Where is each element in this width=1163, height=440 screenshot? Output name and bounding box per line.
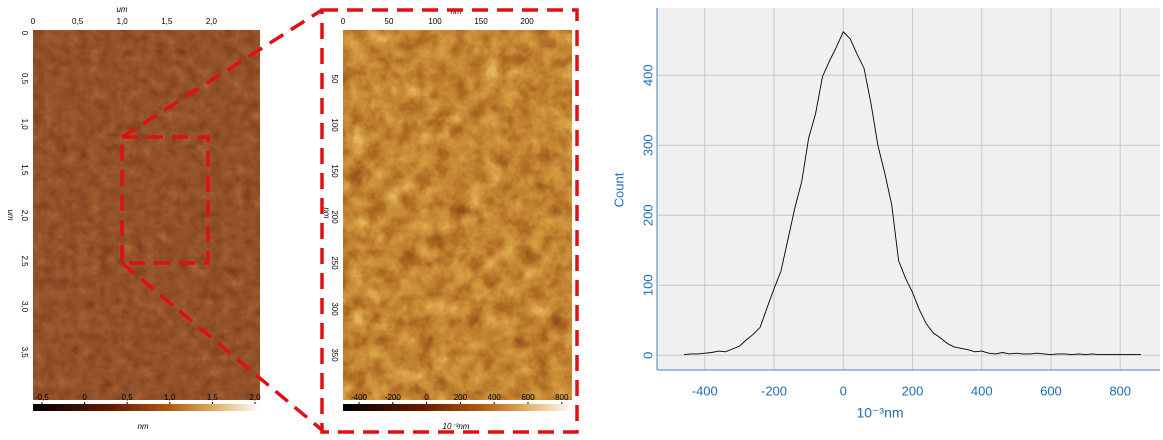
- x-tick-label: 0: [840, 383, 847, 398]
- y-tick-label: 2,5: [20, 255, 29, 267]
- y-axis-title: Count: [611, 172, 626, 207]
- x-tick-label: 1,0: [117, 17, 129, 26]
- colorbar-tick-label: -0,5: [35, 393, 49, 402]
- colorbar-tick-label: 400: [488, 393, 502, 402]
- histogram-line: [683, 31, 1141, 356]
- x-unit: um: [116, 5, 127, 14]
- colorbar-tick-label: 2,0: [249, 393, 261, 402]
- y-tick-label: 100: [640, 274, 655, 296]
- y-tick-label: 3,5: [20, 347, 29, 359]
- y-tick-label: 150: [330, 164, 339, 178]
- y-tick-label: 200: [330, 210, 339, 224]
- x-tick-label: 200: [902, 383, 924, 398]
- colorbar-tick-label: 0: [424, 393, 429, 402]
- y-tick-label: 50: [330, 75, 339, 84]
- x-tick-label: 800: [1109, 383, 1131, 398]
- y-tick-label: 100: [330, 118, 339, 132]
- y-tick-label: 0,5: [20, 73, 29, 85]
- colorbar-tick-label: 0,5: [122, 393, 134, 402]
- plot-area: [657, 8, 1160, 370]
- afm-overview-image: [33, 30, 260, 400]
- colorbar-tick-label: 200: [454, 393, 468, 402]
- y-unit: um: [6, 209, 15, 220]
- y-tick-label: 200: [640, 204, 655, 226]
- y-unit: nm: [322, 207, 331, 218]
- x-tick-label: -200: [761, 383, 787, 398]
- y-tick-label: 0: [640, 352, 655, 359]
- colorbar-tick-label: 600: [521, 393, 535, 402]
- y-tick-label: 300: [330, 302, 339, 316]
- x-tick-label: 2,0: [206, 17, 218, 26]
- y-tick-label: 250: [330, 256, 339, 270]
- y-tick-label: 350: [330, 348, 339, 362]
- x-tick-label: 200: [520, 17, 534, 26]
- y-tick-label: 1,5: [20, 164, 29, 176]
- x-tick-label: 0,5: [72, 17, 84, 26]
- y-tick-label: 2,0: [20, 210, 29, 222]
- y-tick-label: 3,0: [20, 301, 29, 313]
- x-tick-label: 150: [474, 17, 488, 26]
- y-tick-label: 300: [640, 134, 655, 156]
- colorbar-unit: nm: [137, 422, 148, 431]
- colorbar-tick-label: -400: [351, 393, 368, 402]
- x-axis-title: 10⁻³nm: [856, 405, 903, 421]
- colorbar-unit: 10⁻³nm: [443, 422, 470, 431]
- x-tick-label: 50: [385, 17, 394, 26]
- x-tick-label: 600: [1040, 383, 1062, 398]
- afm-zoom-image: [343, 30, 572, 400]
- x-tick-label: 100: [428, 17, 442, 26]
- x-tick-label: -400: [692, 383, 718, 398]
- colorbar-tick-label: 0: [82, 393, 87, 402]
- colorbar: [33, 404, 260, 411]
- colorbar-tick-label: 1,5: [207, 393, 219, 402]
- y-tick-label: 400: [640, 64, 655, 86]
- x-tick-label: 1,5: [161, 17, 173, 26]
- x-tick-label: 0: [341, 17, 346, 26]
- y-tick-label: 1,0: [20, 119, 29, 131]
- colorbar-tick-label: -200: [385, 393, 402, 402]
- colorbar: [343, 404, 572, 411]
- y-tick-label: 0: [20, 31, 29, 36]
- x-tick-label: 0: [31, 17, 36, 26]
- colorbar-tick-label: 1,0: [164, 393, 176, 402]
- x-tick-label: 400: [971, 383, 993, 398]
- zoom-indicator: [120, 8, 579, 434]
- colorbar-tick-label: 800: [555, 393, 569, 402]
